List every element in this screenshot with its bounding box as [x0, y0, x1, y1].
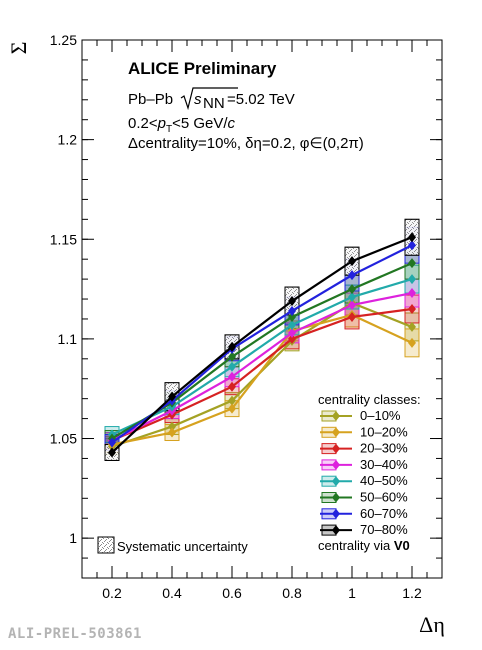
legend-label-0-10: 0–10%	[360, 408, 401, 423]
y-tick-label: 1.05	[50, 431, 77, 447]
point-40-50-3	[288, 319, 296, 330]
point-60-70-4	[348, 270, 356, 281]
centrality-prefix: centrality via	[318, 538, 394, 553]
series-line-70-80	[111, 236, 413, 454]
legend-marker-50-60	[332, 492, 340, 503]
point-30-40-2	[228, 371, 236, 382]
point-10-20-2	[228, 403, 236, 414]
legend-marker-30-40	[332, 459, 340, 470]
legend: 0–10%10–20% 20–30%30–40%40–50% 50–60%60–70…	[320, 408, 408, 537]
point-30-40-3	[288, 327, 296, 338]
series-line-20-30	[111, 307, 413, 442]
point-30-40-5	[408, 288, 416, 299]
legend-label-70-80: 70–80%	[360, 522, 408, 537]
y-axis-title: Σ	[6, 42, 31, 55]
point-50-60-5	[408, 258, 416, 269]
y-tick-label: 1.15	[50, 231, 77, 247]
y-tick-label: 1.25	[50, 32, 77, 48]
annotation-energy-value: =5.02 TeV	[227, 91, 295, 108]
y-tick-label: 1.1	[58, 331, 78, 347]
legend-title: centrality classes:	[318, 392, 421, 407]
watermark: ALI-PREL-503861	[8, 626, 142, 642]
legend-marker-40-50	[332, 476, 340, 487]
point-60-70-5	[408, 240, 416, 251]
centrality-detector: V0	[394, 538, 410, 553]
centrality-detector-note: centrality via V0	[318, 538, 410, 553]
point-20-30-2	[228, 381, 236, 392]
x-tick-label: 1	[348, 585, 356, 601]
axes: 0.2 0.4 0.6 0.8 1 1.2 1 1.05 1.1 1.15 1.2 1.25	[50, 32, 443, 601]
x-axis-title: Δη	[419, 612, 445, 637]
annotation-pt-p: p	[157, 115, 166, 132]
point-70-80-1	[168, 391, 176, 402]
x-tick-label: 0.2	[102, 585, 122, 601]
y-tick-label: 1.2	[58, 132, 78, 148]
x-tick-label: 0.4	[162, 585, 182, 601]
annotation-energy-symbol: s	[194, 91, 202, 108]
point-70-80-5	[408, 232, 416, 243]
legend-marker-20-30	[332, 443, 340, 454]
point-40-50-4	[348, 292, 356, 303]
annotation-system: Pb–Pb	[128, 91, 173, 108]
syst-legend-label: Systematic uncertainty	[117, 539, 248, 554]
series-line-40-50	[111, 278, 413, 436]
point-10-20-5	[408, 337, 416, 348]
annotation-title: ALICE Preliminary	[128, 59, 277, 78]
legend-label-40-50: 40–50%	[360, 473, 408, 488]
point-60-70-3	[288, 305, 296, 316]
series-lines	[108, 232, 416, 458]
legend-marker-0-10	[332, 411, 340, 421]
legend-label-50-60: 50–60%	[360, 490, 408, 505]
legend-marker-60-70	[332, 508, 340, 519]
point-60-70-0	[108, 437, 116, 448]
x-tick-label: 0.6	[222, 585, 242, 601]
x-tick-label: 1.2	[402, 585, 422, 601]
point-10-20-1	[168, 427, 176, 438]
annotation-pt-pre: 0.2<	[128, 115, 158, 132]
sqrt-symbol-icon	[180, 87, 238, 111]
legend-label-60-70: 60–70%	[360, 506, 408, 521]
annotation-pt-sub: T	[166, 124, 172, 135]
point-50-60-2	[228, 351, 236, 362]
annotation-cuts: Δcentrality=10%, δη=0.2, φ∈(0,2π)	[128, 135, 364, 152]
point-30-40-4	[348, 300, 356, 311]
point-20-30-3	[288, 333, 296, 344]
y-tick-label: 1	[69, 530, 77, 546]
annotation-pt-c: c	[228, 115, 236, 132]
point-50-60-3	[288, 311, 296, 322]
point-0-10-5	[408, 321, 416, 332]
x-tick-label: 0.8	[282, 585, 302, 601]
annotation-pt: 0.2<pT<5 GeV/c	[128, 115, 236, 135]
point-0-10-1	[168, 421, 176, 432]
point-50-60-4	[348, 284, 356, 295]
point-70-80-2	[228, 341, 236, 352]
point-40-50-5	[408, 274, 416, 285]
syst-legend-box	[97, 536, 115, 554]
series-line-30-40	[111, 291, 413, 442]
point-20-30-4	[348, 311, 356, 322]
legend-marker-10-20	[332, 427, 340, 438]
legend-label-30-40: 30–40%	[360, 457, 408, 472]
series-line-10-20	[111, 313, 413, 446]
point-0-10-2	[228, 395, 236, 406]
annotation-energy-sub: NN	[203, 95, 225, 112]
point-70-80-0	[108, 447, 116, 458]
legend-marker-70-80	[332, 525, 340, 536]
point-40-50-2	[228, 361, 236, 372]
legend-label-20-30: 20–30%	[360, 441, 408, 456]
annotation-pt-post: <5 GeV/	[172, 115, 228, 132]
legend-label-10-20: 10–20%	[360, 424, 408, 439]
point-20-30-5	[408, 304, 416, 314]
point-70-80-3	[288, 296, 296, 307]
point-70-80-4	[348, 256, 356, 267]
series-line-60-70	[111, 244, 413, 444]
